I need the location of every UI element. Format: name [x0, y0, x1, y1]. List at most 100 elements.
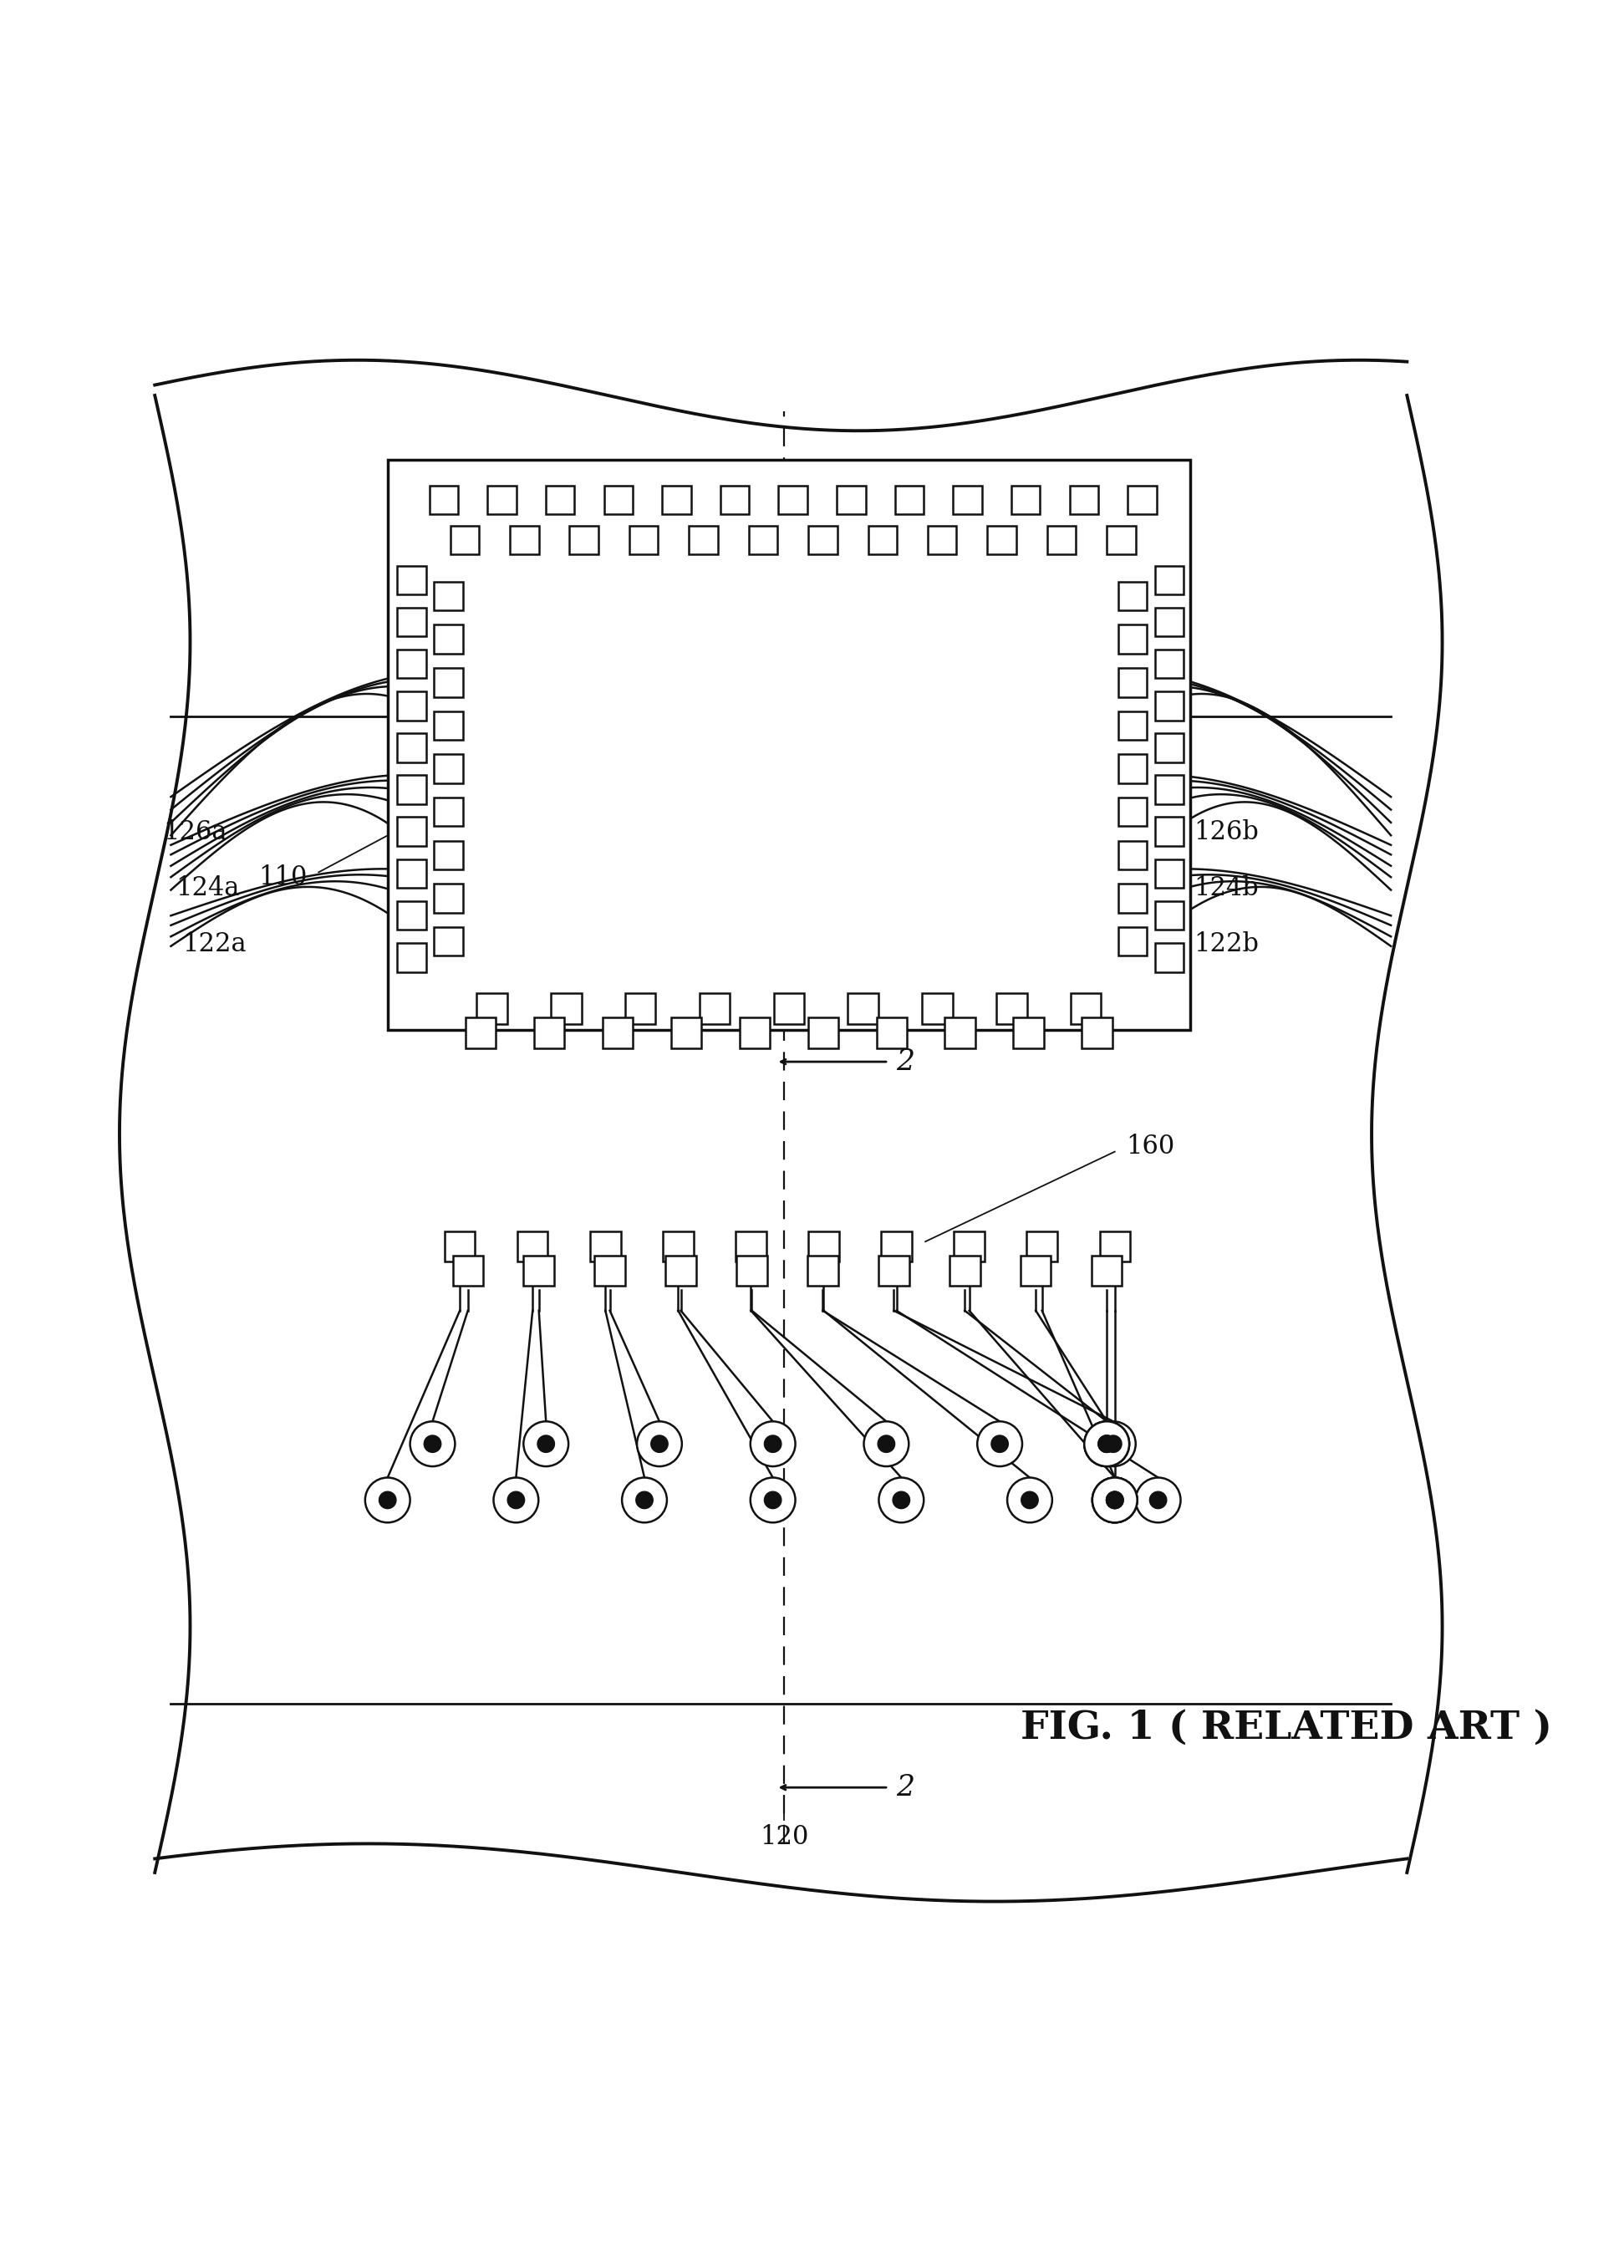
Bar: [398, 608, 425, 637]
Bar: [450, 526, 479, 553]
Bar: [1070, 993, 1101, 1025]
Bar: [1117, 624, 1147, 653]
Text: FIG. 1 ( RELATED ART ): FIG. 1 ( RELATED ART ): [1021, 1708, 1553, 1746]
Bar: [922, 993, 953, 1025]
Bar: [877, 1018, 906, 1048]
Circle shape: [411, 1422, 455, 1467]
Bar: [1155, 776, 1184, 805]
Text: 124a: 124a: [175, 875, 240, 900]
Text: 126b: 126b: [1194, 819, 1259, 846]
Bar: [1155, 900, 1184, 930]
Bar: [445, 1232, 476, 1261]
Circle shape: [750, 1422, 796, 1467]
Bar: [398, 776, 425, 805]
Bar: [1127, 485, 1156, 515]
Bar: [628, 526, 658, 553]
Bar: [809, 526, 838, 553]
Text: 122a: 122a: [182, 932, 247, 957]
Bar: [434, 928, 463, 955]
Circle shape: [1085, 1422, 1129, 1467]
Bar: [434, 755, 463, 782]
Bar: [1155, 860, 1184, 889]
Bar: [895, 485, 924, 515]
Bar: [987, 526, 1017, 553]
Bar: [953, 1232, 984, 1261]
Bar: [848, 993, 879, 1025]
Bar: [1117, 841, 1147, 869]
Bar: [398, 649, 425, 678]
Bar: [1047, 526, 1077, 553]
Bar: [398, 692, 425, 721]
Circle shape: [765, 1436, 781, 1452]
Bar: [953, 485, 983, 515]
Bar: [604, 485, 633, 515]
Bar: [1155, 692, 1184, 721]
Text: 122b: 122b: [1194, 932, 1259, 957]
Text: 126a: 126a: [162, 819, 227, 846]
Bar: [1117, 755, 1147, 782]
Bar: [1070, 485, 1098, 515]
Bar: [1099, 1232, 1130, 1261]
Circle shape: [1098, 1436, 1116, 1452]
Bar: [546, 485, 575, 515]
Bar: [434, 885, 463, 912]
Bar: [1108, 526, 1135, 553]
Bar: [739, 1018, 770, 1048]
Bar: [398, 816, 425, 846]
Circle shape: [1098, 1436, 1116, 1452]
Circle shape: [879, 1476, 924, 1522]
Bar: [1155, 649, 1184, 678]
Bar: [398, 733, 425, 762]
Bar: [1012, 485, 1039, 515]
Circle shape: [1085, 1422, 1129, 1467]
Bar: [1082, 1018, 1112, 1048]
Circle shape: [1093, 1476, 1137, 1522]
Bar: [1117, 712, 1147, 739]
Bar: [778, 485, 807, 515]
Circle shape: [637, 1422, 682, 1467]
Bar: [594, 1254, 625, 1286]
Bar: [1117, 669, 1147, 696]
Circle shape: [538, 1436, 554, 1452]
Bar: [1117, 798, 1147, 826]
Circle shape: [1098, 1436, 1116, 1452]
Circle shape: [365, 1476, 411, 1522]
Bar: [1155, 943, 1184, 971]
Bar: [434, 798, 463, 826]
Bar: [625, 993, 656, 1025]
Bar: [1117, 928, 1147, 955]
Circle shape: [1106, 1492, 1124, 1508]
Bar: [434, 581, 463, 610]
Bar: [807, 1018, 838, 1048]
Bar: [773, 993, 804, 1025]
Text: 2: 2: [896, 1774, 914, 1801]
Circle shape: [1104, 1436, 1122, 1452]
Bar: [398, 565, 425, 594]
Bar: [689, 526, 718, 553]
Bar: [466, 1018, 495, 1048]
Bar: [603, 1018, 633, 1048]
Circle shape: [1106, 1492, 1124, 1508]
Bar: [945, 1018, 976, 1048]
Circle shape: [1085, 1422, 1129, 1467]
Bar: [590, 1232, 620, 1261]
Text: 120: 120: [760, 1823, 809, 1851]
Bar: [882, 1232, 911, 1261]
Bar: [700, 993, 729, 1025]
Circle shape: [765, 1492, 781, 1508]
Bar: [663, 1232, 693, 1261]
Circle shape: [378, 1492, 396, 1508]
Bar: [666, 1254, 697, 1286]
Bar: [1026, 1232, 1057, 1261]
Bar: [807, 1254, 838, 1286]
Text: 124b: 124b: [1194, 875, 1259, 900]
Bar: [1117, 581, 1147, 610]
Bar: [429, 485, 458, 515]
Bar: [388, 460, 1190, 1030]
Bar: [809, 1232, 840, 1261]
Circle shape: [864, 1422, 909, 1467]
Circle shape: [507, 1492, 525, 1508]
Text: 160: 160: [1125, 1134, 1174, 1159]
Bar: [434, 712, 463, 739]
Text: 2: 2: [896, 1048, 914, 1075]
